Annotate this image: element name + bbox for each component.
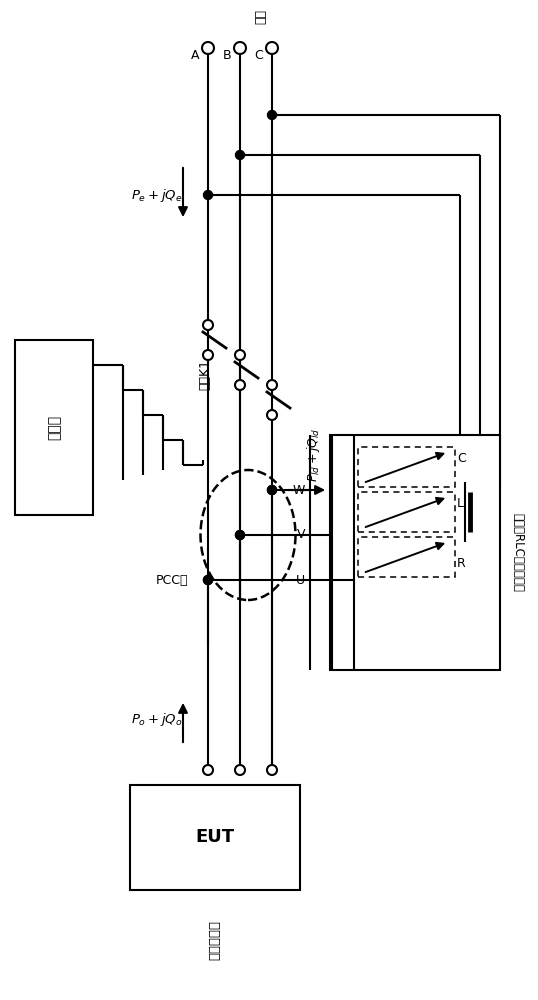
Text: B: B [223, 49, 231, 62]
Text: W: W [293, 484, 305, 496]
Text: A: A [191, 49, 199, 62]
Text: 并网逆变器: 并网逆变器 [209, 920, 222, 960]
Text: $P_{ld} + jQ_{ld}$: $P_{ld} + jQ_{ld}$ [305, 428, 322, 482]
Circle shape [202, 42, 214, 54]
Text: EUT: EUT [195, 828, 235, 846]
Text: L: L [457, 497, 464, 510]
Text: PCC点: PCC点 [155, 574, 188, 586]
Circle shape [235, 380, 245, 390]
Bar [130, 785, 300, 890]
Text: $P_e + jQ_e$: $P_e + jQ_e$ [131, 186, 183, 204]
Circle shape [267, 765, 277, 775]
Circle shape [203, 765, 213, 775]
Circle shape [203, 190, 213, 200]
Circle shape [236, 530, 244, 540]
Text: 防孤岛RLC负载模拟器: 防孤岛RLC负载模拟器 [512, 513, 525, 591]
Bar [358, 447, 455, 487]
Circle shape [235, 350, 245, 360]
Circle shape [267, 410, 277, 420]
Circle shape [236, 530, 244, 540]
Bar [358, 537, 455, 577]
Text: R: R [457, 557, 466, 570]
Text: $P_o + jQ_o$: $P_o + jQ_o$ [131, 712, 183, 728]
Circle shape [267, 110, 277, 119]
Text: V: V [296, 528, 305, 542]
Circle shape [266, 42, 278, 54]
Circle shape [267, 486, 277, 494]
Circle shape [203, 350, 213, 360]
Circle shape [236, 150, 244, 159]
Bar [358, 492, 455, 532]
Text: 空开K1: 空开K1 [198, 360, 211, 390]
Circle shape [203, 576, 213, 584]
Text: C: C [254, 49, 264, 62]
Text: C: C [457, 452, 466, 465]
Bar [15, 340, 93, 515]
Circle shape [235, 765, 245, 775]
Text: U: U [296, 574, 305, 586]
Circle shape [203, 576, 213, 584]
Circle shape [267, 380, 277, 390]
Bar [330, 435, 500, 670]
Circle shape [234, 42, 246, 54]
Text: 电网: 电网 [252, 10, 265, 25]
Circle shape [203, 320, 213, 330]
Text: 录波仪: 录波仪 [47, 415, 61, 440]
Circle shape [267, 486, 277, 494]
